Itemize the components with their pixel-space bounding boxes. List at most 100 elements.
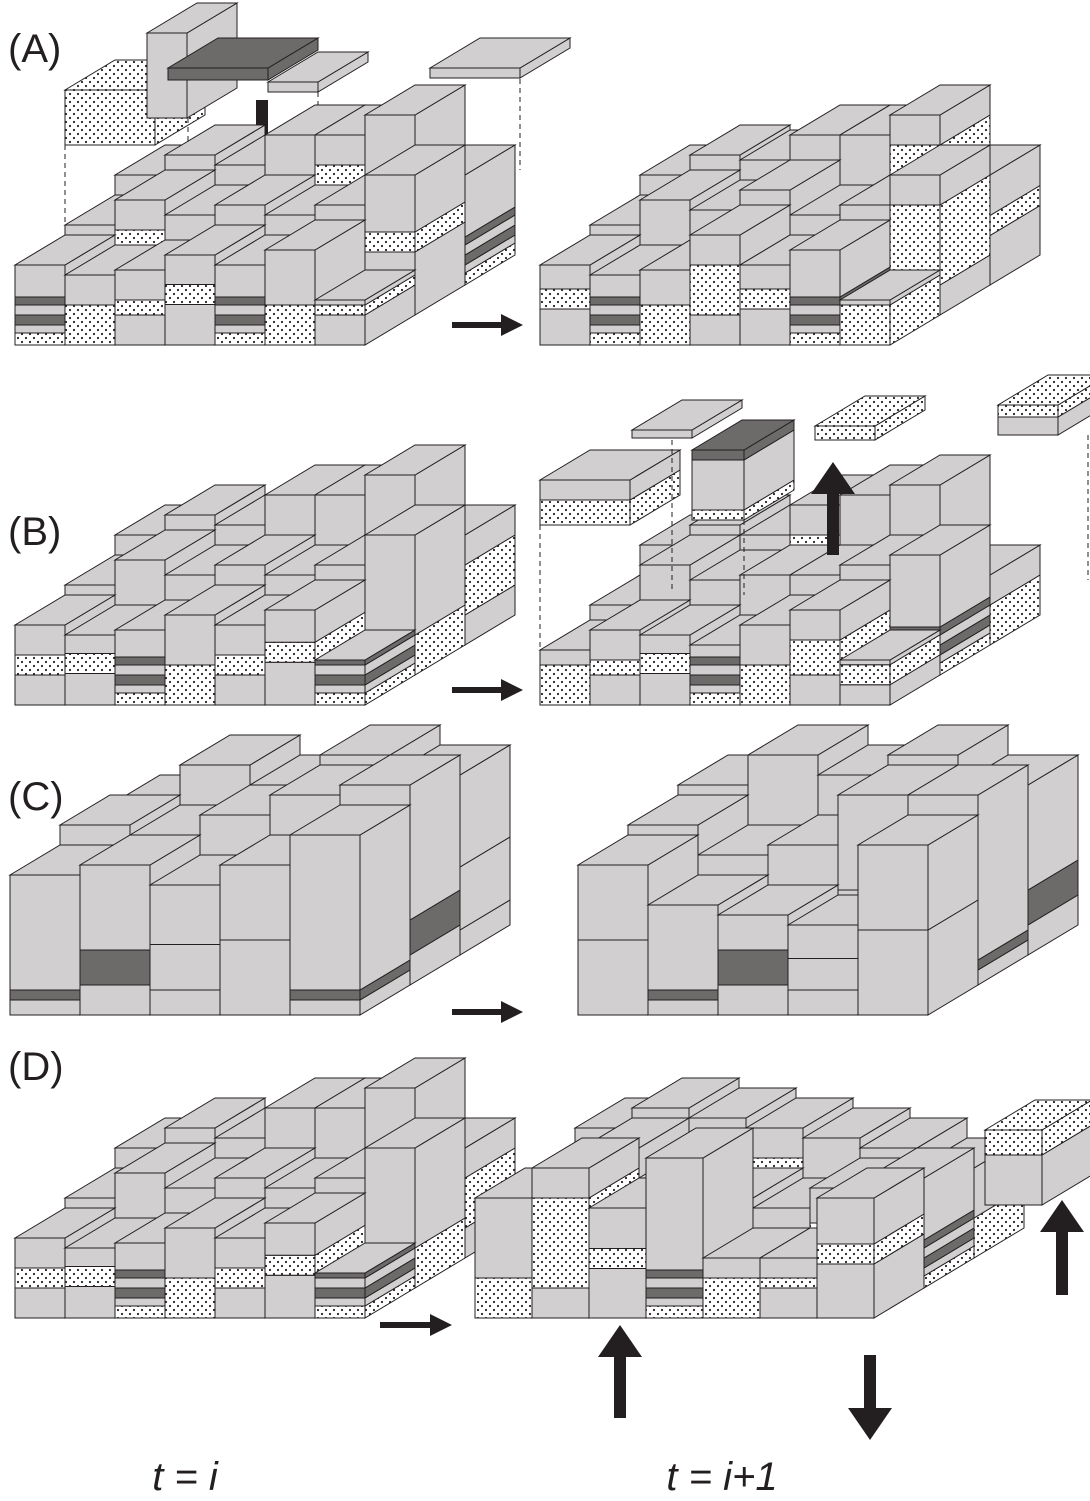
block-front (817, 1264, 874, 1318)
block-front (115, 1278, 165, 1288)
block-front (165, 1278, 215, 1318)
block-front (646, 1270, 703, 1278)
block-front (589, 1269, 646, 1319)
block-front (646, 1278, 703, 1288)
block-scenes (10, 3, 1090, 1440)
block-front (315, 1298, 365, 1306)
block-front (115, 693, 165, 705)
block-front (65, 1287, 115, 1319)
block-front (718, 985, 788, 1015)
block-front (890, 555, 940, 627)
block-front (646, 1306, 703, 1318)
block-front (589, 1208, 646, 1249)
block-front (165, 615, 215, 665)
block-front (315, 300, 365, 305)
time-label: t = i (152, 1455, 219, 1499)
arrow-head (848, 1408, 892, 1440)
block-front (115, 270, 165, 300)
block-front (365, 1148, 415, 1248)
block-front (692, 450, 744, 460)
block-front (760, 1278, 817, 1288)
block-front (690, 693, 740, 705)
block-front (15, 265, 65, 297)
block-front (760, 1288, 817, 1318)
block-front (540, 480, 630, 500)
block-front (590, 630, 640, 660)
block-front (746, 1128, 803, 1158)
block-front (65, 305, 115, 345)
block-front (215, 1268, 265, 1288)
panel-label: (B) (8, 510, 61, 554)
block-front (590, 305, 640, 315)
block-front (578, 940, 648, 1015)
block-side (978, 765, 1028, 960)
block-front (817, 1244, 874, 1264)
block-front (65, 674, 115, 706)
block-front (80, 985, 150, 1015)
block-front (790, 610, 840, 640)
block-front (15, 1238, 65, 1268)
panel-label: (C) (8, 775, 64, 819)
block-front (15, 655, 65, 675)
block-front (690, 315, 740, 345)
block-front (718, 950, 788, 985)
block-front (589, 1249, 646, 1269)
block-front (115, 665, 165, 675)
arrow-head (430, 1314, 452, 1336)
block-front (290, 835, 360, 990)
block-front (840, 660, 890, 665)
block-front (215, 1288, 265, 1318)
block-front (578, 865, 648, 940)
block-front (590, 660, 640, 675)
block-front (365, 175, 415, 232)
block-front (215, 325, 265, 333)
block-front (890, 175, 940, 205)
block-front (640, 654, 690, 674)
block-front (215, 1238, 265, 1268)
block-front (290, 990, 360, 1000)
block-front (790, 305, 840, 315)
block-front (648, 1000, 718, 1015)
block-front (632, 430, 692, 438)
block-front (80, 865, 150, 950)
block-front (65, 654, 115, 674)
block-front (985, 1130, 1042, 1155)
block-front (115, 1288, 165, 1298)
block-front (740, 665, 790, 705)
block-front (115, 657, 165, 665)
arrow-head (501, 314, 523, 336)
block-front (268, 82, 318, 92)
block-front (690, 675, 740, 685)
block-front (365, 232, 415, 252)
block-front (790, 315, 840, 325)
block-front (315, 1278, 365, 1288)
arrow-head (1040, 1200, 1084, 1232)
block-front (648, 990, 718, 1000)
block-front (265, 610, 315, 642)
block-front (840, 685, 890, 705)
block-front (858, 845, 928, 930)
block-front (590, 315, 640, 325)
block-front (315, 1306, 365, 1318)
block-front (532, 1288, 589, 1318)
block-front (15, 1268, 65, 1288)
block-front (985, 1155, 1042, 1205)
panel-label: (A) (8, 27, 61, 71)
block-front (115, 1243, 165, 1270)
block-front (15, 675, 65, 705)
block-front (315, 685, 365, 693)
arrow-head (501, 1001, 523, 1023)
block-front (265, 1255, 315, 1275)
block-front (890, 115, 940, 145)
block-front (692, 510, 744, 520)
block-front (315, 315, 365, 345)
block-front (65, 635, 115, 654)
block-front (640, 305, 690, 345)
block-front (15, 625, 65, 655)
block-front (998, 405, 1058, 417)
block-front (532, 1168, 589, 1198)
block-front (115, 675, 165, 685)
block-front (646, 1158, 703, 1270)
block-front (690, 235, 740, 265)
block-front (168, 68, 268, 80)
